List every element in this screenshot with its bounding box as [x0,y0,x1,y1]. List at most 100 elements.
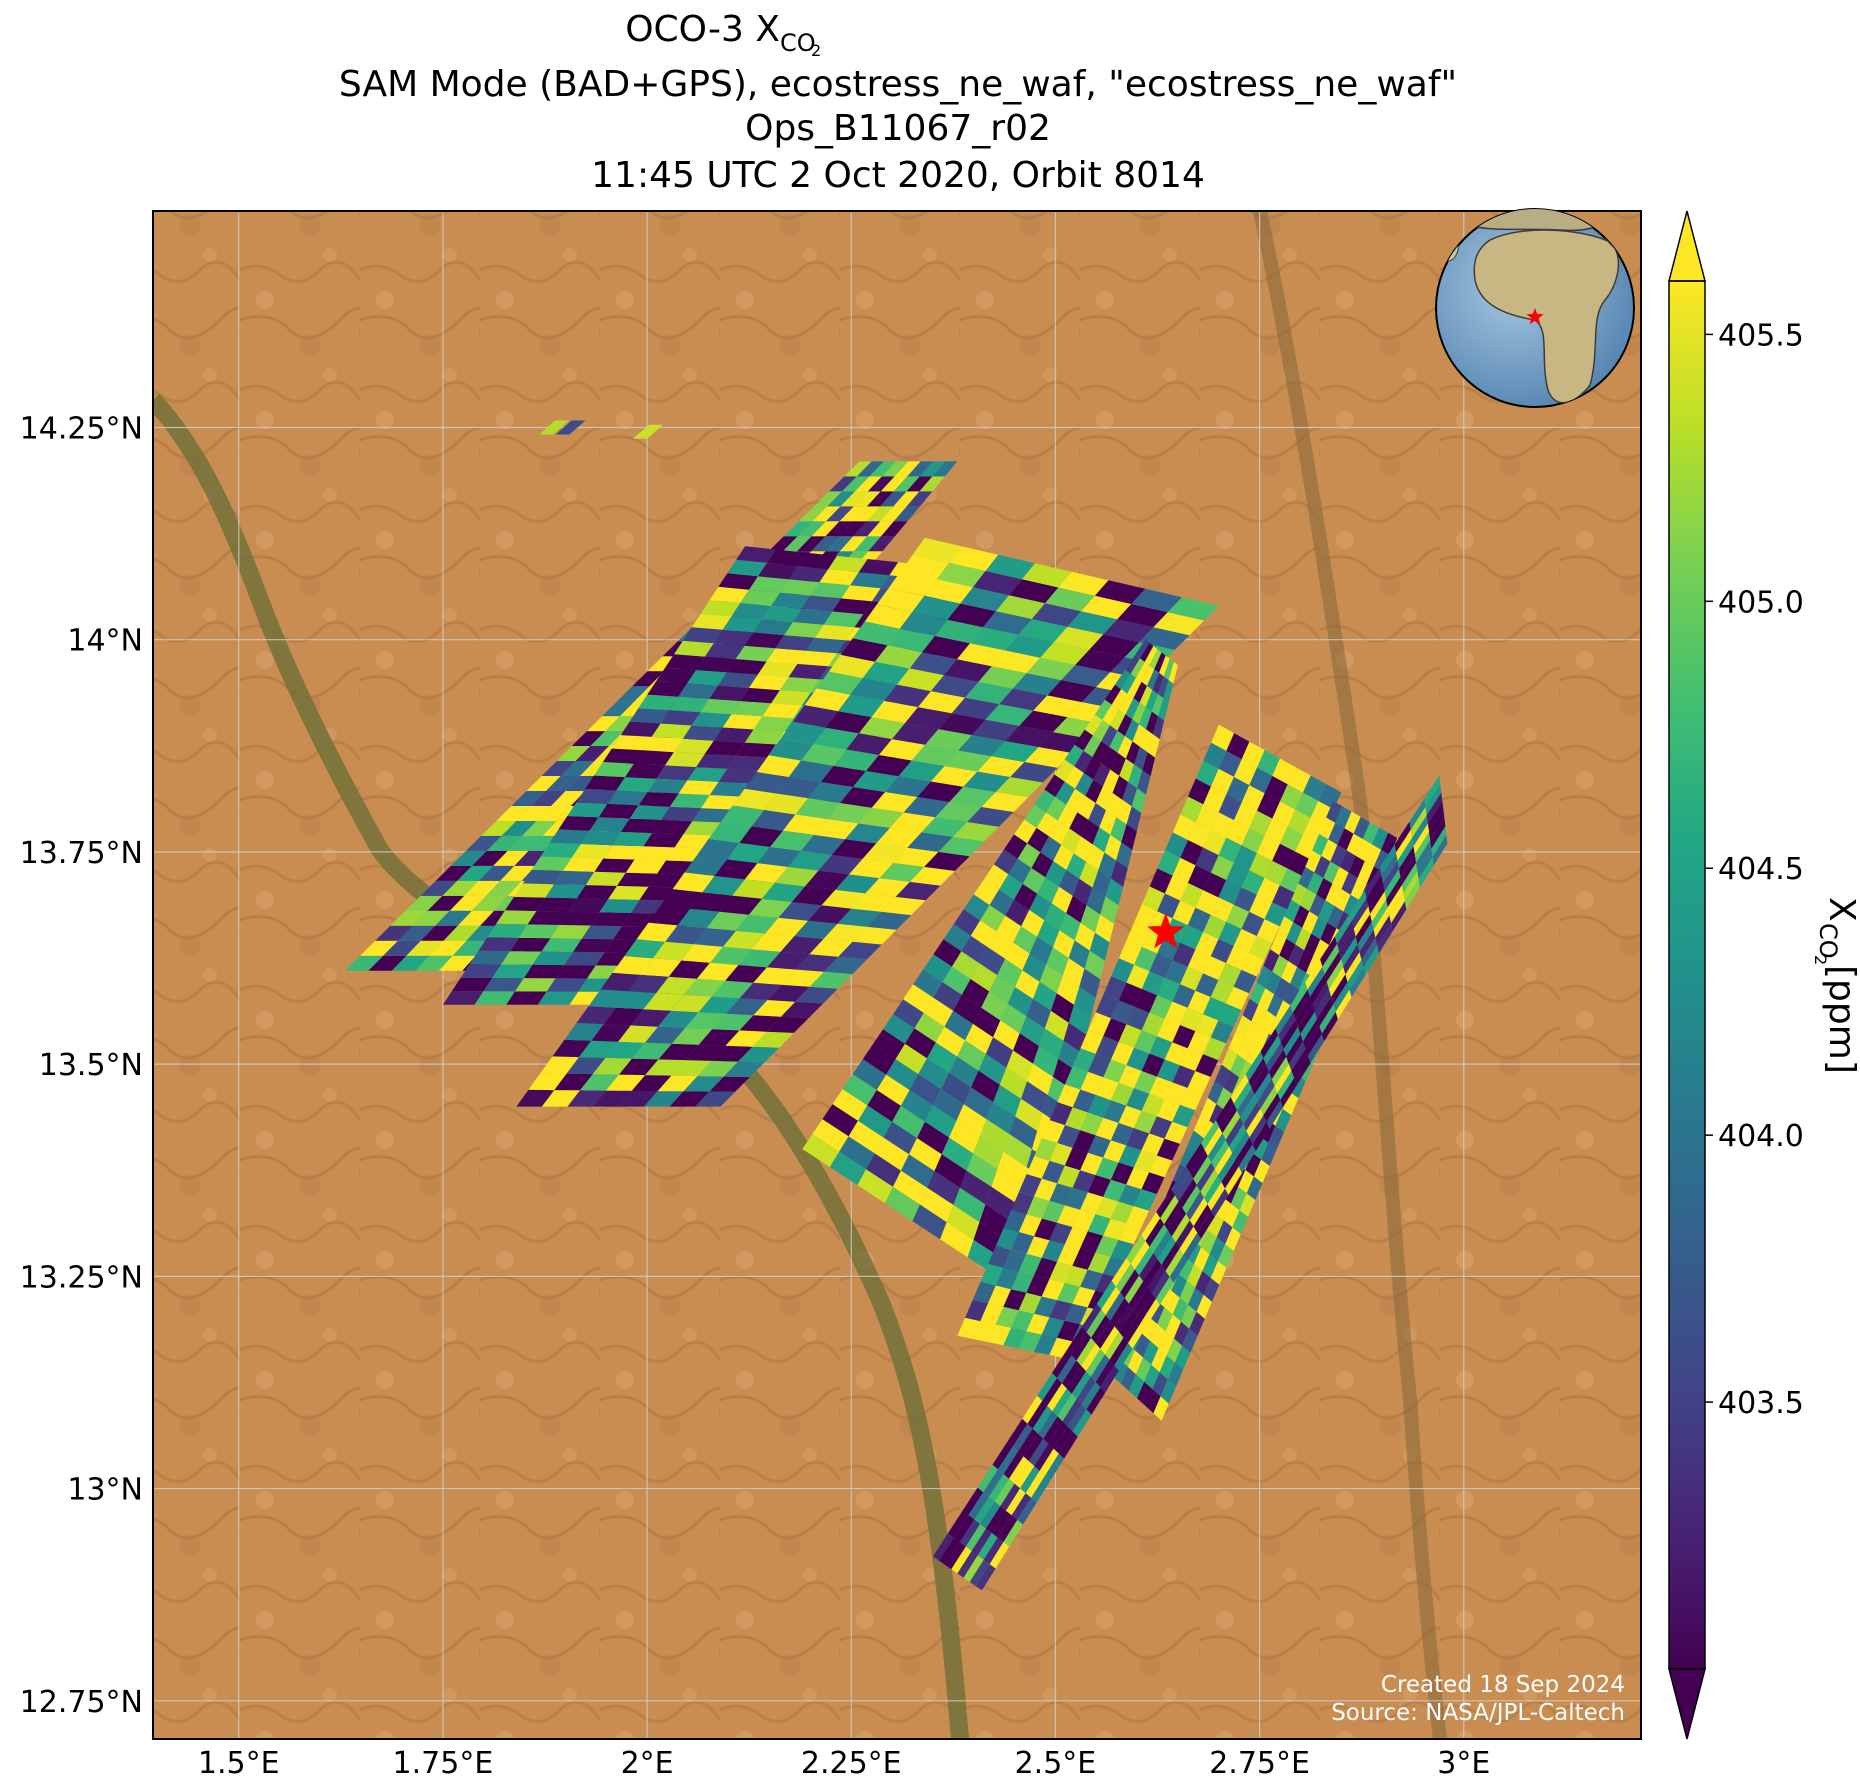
footprint-swath-6-5-10 [1208,1213,1224,1238]
footprint-swath-7-2-3 [989,1474,1010,1502]
footprint-swath-3-5-13 [821,889,866,909]
footprint-swath-6-1-28 [1300,889,1317,912]
footprint-swath-3-4-7 [711,980,754,999]
footprint-swath-5-7-15 [1179,1087,1203,1111]
footprint-swath-7-7-13 [1155,1276,1174,1305]
footprint-swath-4-3-26 [1093,763,1111,787]
footprint-swath-7-6-21 [1263,1093,1281,1123]
footprint-swath-7-2-8 [1061,1360,1082,1389]
footprint-swath-7-2-5 [1018,1428,1038,1457]
footprint-swath-7-4-8 [1071,1371,1091,1399]
footprint-swath-2-2-2 [523,964,565,979]
footprint-swath-7-5-15 [1175,1220,1194,1249]
footprint-swath-7-4-31 [1400,854,1417,885]
footprint-swath-7-3-30 [1384,868,1401,900]
footprint-swath-3-2-2 [592,1057,632,1075]
footprint-swath-7-7-4 [1031,1475,1051,1503]
footprint-swath-7-5-16 [1189,1197,1208,1227]
footprint-swath-6-1-30 [1314,855,1331,878]
footprint-swath-4-5-2 [953,1187,986,1223]
footprint-swath-6-6-9 [1209,1237,1226,1261]
footprint-swath-3-3-9 [710,946,752,965]
footprint-swath-4-7-14 [1068,1004,1092,1035]
footprint-swath-4-1-19 [1008,858,1032,884]
footprint-swath-3-0-25 [816,671,863,695]
footprint-swath-5-5-18 [1172,1025,1196,1049]
footprint-swath-4-6-21 [1092,870,1111,897]
footprint-swath-7-2-1 [959,1519,981,1547]
footprint-swath-4-4-20 [1059,869,1080,896]
footprint-swath-4-0-26 [1064,744,1084,767]
footprint-swath-2-3-24 [749,674,789,691]
footprint-swath-4-5-7 [986,1101,1016,1134]
footprint-swath-2-1-25 [696,656,736,673]
footprint-swath-5-4-18 [1157,1018,1180,1043]
footprint-swath-7-1-14 [1145,1218,1165,1247]
footprint-swath-2-4-23 [771,690,811,706]
footprint-swath-3-2-6 [643,993,684,1011]
footprint-swath-6-3-30 [1332,866,1349,890]
footprint-swath-6-5-8 [1194,1247,1210,1271]
colorbar-tick-label-0: 403.5 [1718,1386,1804,1421]
footprint-swath-7-2-7 [1047,1383,1067,1412]
footprint-swath-4-4-6 [956,1104,987,1137]
footprint-swath-5-6-30 [1279,826,1303,852]
footprint-swath-7-2-25 [1310,974,1327,1005]
footprint-swath-5-6-20 [1203,997,1226,1021]
footprint-swath-3-2-20 [820,765,866,787]
footprint-swath-2-2-18 [665,752,705,768]
footprint-swath-5-5-17 [1164,1042,1188,1066]
footprint-swath-7-1-5 [1012,1423,1033,1452]
footprint-swath-2-3-6 [590,912,631,927]
footprint-swath-4-7-23 [1116,842,1133,869]
footprint-swath-2-3-2 [555,965,596,979]
footprint-swath-7-2-30 [1383,860,1399,892]
footprint-swath-2-2-10 [594,858,635,873]
footprint-swath-5-5-14 [1141,1093,1165,1117]
footprint-swath-1-5-29 [853,521,881,537]
footprint-swath-2-3-0 [537,991,579,1005]
footprint-swath-3-4-31 [1031,603,1082,627]
footprint-swath-3-5-18 [889,812,936,833]
footprint-swath-4-5-4 [966,1153,998,1187]
footprint-swath-7-0-3 [977,1464,998,1493]
lon-tick-label-4: 2.5°E [1015,1746,1097,1781]
footprint-swath-5-1-25 [1164,875,1188,901]
footprint-swath-7-3-23 [1283,1026,1301,1057]
footprint-swath-4-2-9 [935,1026,966,1057]
footprint-swath-2-3-5 [581,925,623,940]
footprint-swath-6-4-28 [1327,905,1344,929]
footprint-swath-7-0-22 [1260,1028,1279,1059]
footprint-swath-6-4-25 [1306,956,1323,979]
footprint-swath-2-2-1 [515,978,556,992]
footprint-swath-4-2-28 [1101,725,1118,747]
footprint-swath-4-1-8 [905,1028,936,1059]
footprint-swath-3-7-33 [1167,597,1219,621]
footprint-swath-7-0-4 [992,1441,1013,1470]
footprint-swath-1-1-31 [827,491,855,507]
footprint-swath-4-7-29 [1147,734,1160,758]
footprint-swath-4-7-22 [1110,860,1128,887]
footprint-swath-5-0-20 [1111,958,1135,983]
footprint-swath-7-6-4 [1025,1470,1045,1498]
footprint-swath-4-1-11 [933,982,962,1011]
footprint-swath-5-3-23 [1180,925,1204,950]
footprint-swath-1-1-33 [856,461,884,477]
footprint-swath-4-7-25 [1126,806,1142,832]
footprint-swath-3-4-14 [805,870,849,890]
footprint-swath-4-7-19 [1095,914,1114,943]
footprint-swath-5-7-6 [1110,1239,1134,1261]
footprint-swath-1-3-33 [882,461,909,477]
footprint-swath-2-4-26 [797,650,838,667]
footprint-swath-7-4-2 [986,1506,1006,1533]
footprint-swath-3-2-31 [960,587,1009,612]
footprint-swath-4-3-6 [933,1089,964,1121]
footprint-swath-2-3-7 [599,899,640,913]
footprint-swath-4-3-20 [1045,861,1067,887]
footprint-swath-3-6-31 [1103,619,1154,643]
footprint-swath-2-2-29 [762,605,802,622]
footprint-swath-4-7-15 [1074,986,1096,1017]
footprint-swath-4-2-17 [1005,899,1030,927]
footprint-swath-7-7-12 [1141,1299,1160,1327]
footprint-swath-7-4-32 [1414,831,1431,863]
